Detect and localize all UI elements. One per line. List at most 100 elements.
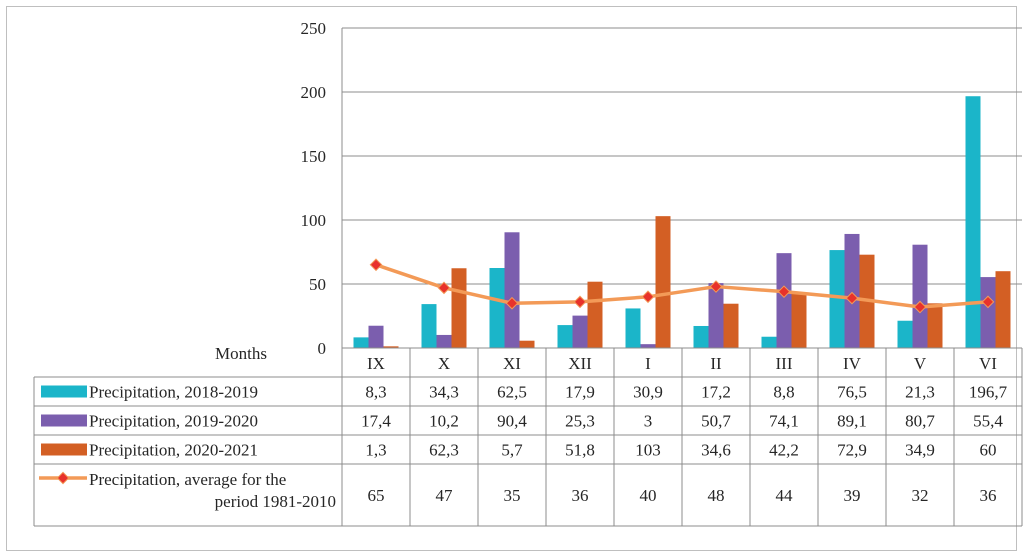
- line-marker: [505, 296, 519, 310]
- data-label: 76,5: [837, 383, 867, 402]
- bar: [761, 336, 777, 348]
- bar: [791, 293, 807, 348]
- data-label: 55,4: [973, 412, 1003, 431]
- category-label: IV: [843, 354, 862, 373]
- data-label: 34,9: [905, 441, 935, 460]
- line-marker: [709, 280, 723, 293]
- legend-key: [41, 414, 87, 427]
- data-label: 35: [504, 486, 521, 505]
- y-tick-label: 150: [301, 147, 327, 166]
- bar: [995, 271, 1011, 348]
- data-label: 36: [980, 486, 997, 505]
- bar: [436, 334, 452, 348]
- bar: [557, 325, 573, 348]
- data-label: 196,7: [969, 383, 1008, 402]
- bar: [980, 277, 996, 348]
- data-label: 17,2: [701, 383, 731, 402]
- bar: [723, 303, 739, 348]
- data-label: 80,7: [905, 412, 935, 431]
- bar: [693, 325, 709, 348]
- legend-label: Precipitation, 2018-2019: [89, 383, 258, 402]
- bar: [587, 281, 603, 348]
- data-label: 89,1: [837, 412, 867, 431]
- legend-key-marker: [56, 471, 70, 485]
- category-label: III: [776, 354, 793, 373]
- legend-label: Precipitation, 2019-2020: [89, 412, 258, 431]
- bar: [655, 216, 671, 348]
- line-marker: [777, 285, 791, 299]
- bar: [383, 346, 399, 348]
- category-label: I: [645, 354, 651, 373]
- data-label: 60: [980, 441, 997, 460]
- line-marker: [641, 290, 655, 304]
- data-label: 65: [368, 486, 385, 505]
- legend-key: [41, 385, 87, 398]
- category-label: XII: [568, 354, 592, 373]
- x-axis-label: Months: [215, 344, 267, 363]
- bar: [640, 344, 656, 348]
- bar: [489, 268, 505, 348]
- y-tick-label: 200: [301, 83, 327, 102]
- data-label: 30,9: [633, 383, 663, 402]
- series-line: [375, 263, 989, 309]
- data-label: 8,3: [365, 383, 386, 402]
- data-label: 74,1: [769, 412, 799, 431]
- data-label: 62,3: [429, 441, 459, 460]
- bar: [519, 340, 535, 348]
- data-label: 34,6: [701, 441, 731, 460]
- data-label: 51,8: [565, 441, 595, 460]
- line-marker: [369, 258, 383, 272]
- bar: [421, 304, 437, 348]
- line-marker: [845, 291, 859, 305]
- data-label: 17,9: [565, 383, 595, 402]
- bar: [451, 268, 467, 348]
- data-label: 3: [644, 412, 653, 431]
- legend-label: Precipitation, average for the: [89, 470, 286, 489]
- data-label: 17,4: [361, 412, 391, 431]
- data-label: 21,3: [905, 383, 935, 402]
- category-label: IX: [367, 354, 385, 373]
- data-label: 90,4: [497, 412, 527, 431]
- data-label: 32: [912, 486, 929, 505]
- legend-key: [41, 443, 87, 456]
- bar: [912, 244, 928, 348]
- data-label: 39: [844, 486, 861, 505]
- line-marker: [913, 300, 927, 314]
- bar: [625, 308, 641, 348]
- category-label: X: [438, 354, 450, 373]
- legend-label: Precipitation, 2020-2021: [89, 441, 258, 460]
- line-marker: [573, 295, 587, 309]
- bar: [504, 232, 520, 348]
- category-label: V: [914, 354, 927, 373]
- data-label: 40: [640, 486, 657, 505]
- data-label: 34,3: [429, 383, 459, 402]
- bar: [965, 96, 981, 348]
- bar: [353, 337, 369, 348]
- category-label: XI: [503, 354, 521, 373]
- data-label: 47: [436, 486, 454, 505]
- data-label: 1,3: [365, 441, 386, 460]
- bar: [829, 250, 845, 348]
- bar: [368, 325, 384, 348]
- y-tick-label: 250: [301, 19, 327, 38]
- data-label: 8,8: [773, 383, 794, 402]
- data-label: 5,7: [501, 441, 523, 460]
- data-label: 72,9: [837, 441, 867, 460]
- bar: [927, 303, 943, 348]
- y-tick-label: 0: [318, 339, 327, 358]
- data-label: 103: [635, 441, 661, 460]
- y-tick-label: 50: [309, 275, 326, 294]
- data-label: 44: [776, 486, 794, 505]
- data-label: 25,3: [565, 412, 595, 431]
- data-label: 36: [572, 486, 589, 505]
- category-label: VI: [979, 354, 997, 373]
- category-label: II: [710, 354, 722, 373]
- data-label: 48: [708, 486, 725, 505]
- bar: [844, 233, 860, 348]
- legend-label: period 1981-2010: [215, 492, 336, 511]
- data-label: 50,7: [701, 412, 731, 431]
- bar: [776, 253, 792, 348]
- bar: [708, 283, 724, 348]
- line-marker: [437, 281, 451, 295]
